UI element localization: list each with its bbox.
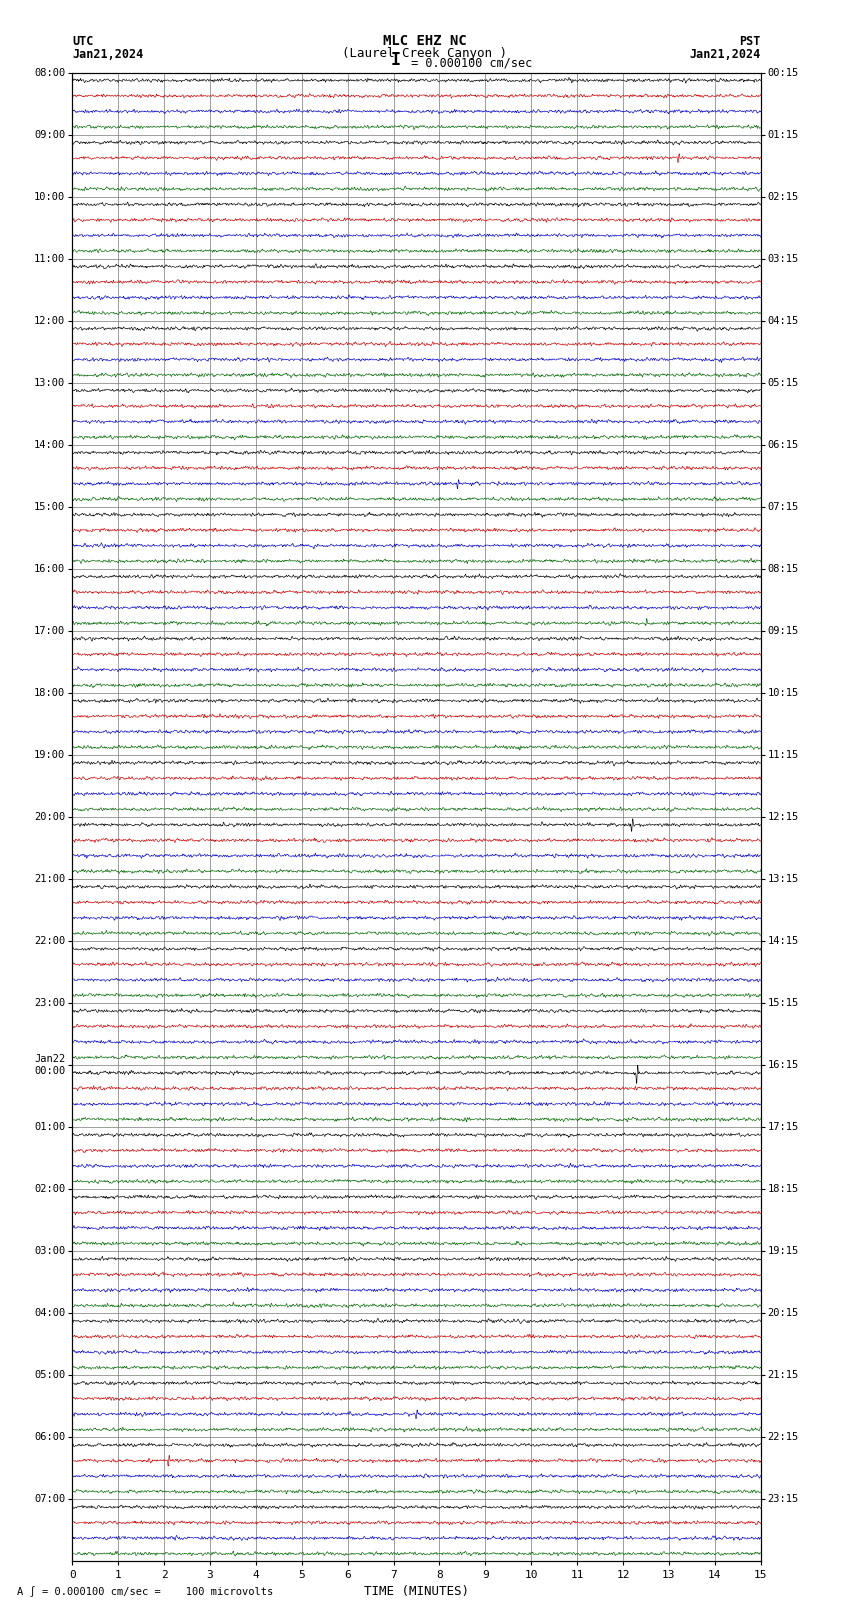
Text: Jan21,2024: Jan21,2024: [689, 48, 761, 61]
Text: (Laurel Creek Canyon ): (Laurel Creek Canyon ): [343, 47, 507, 60]
Text: I: I: [390, 52, 400, 69]
Text: PST: PST: [740, 35, 761, 48]
Text: UTC: UTC: [72, 35, 94, 48]
Text: MLC EHZ NC: MLC EHZ NC: [383, 34, 467, 48]
Text: Jan21,2024: Jan21,2024: [72, 48, 144, 61]
Text: A ∫ = 0.000100 cm/sec =    100 microvolts: A ∫ = 0.000100 cm/sec = 100 microvolts: [17, 1586, 273, 1597]
Text: = 0.000100 cm/sec: = 0.000100 cm/sec: [404, 56, 532, 69]
X-axis label: TIME (MINUTES): TIME (MINUTES): [364, 1584, 469, 1597]
